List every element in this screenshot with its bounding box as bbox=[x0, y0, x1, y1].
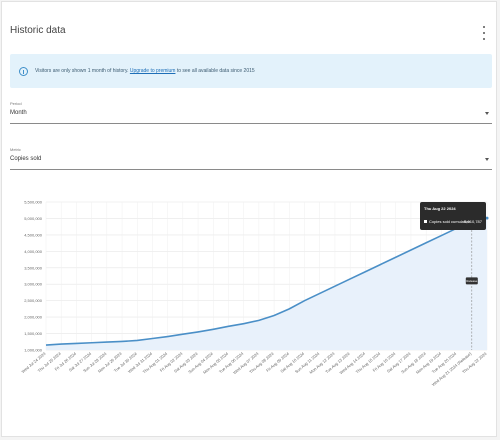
y-tick-label: 3,500,000 bbox=[24, 265, 43, 270]
release-marker-box bbox=[465, 277, 478, 285]
period-value: Month bbox=[10, 110, 27, 116]
chart-tooltip: Thu Aug 22 2024 Copies sold cumulative:5,… bbox=[420, 202, 486, 230]
y-tick-label: 1,500,000 bbox=[24, 331, 43, 336]
period-label: Period bbox=[10, 101, 22, 106]
notice-text-before: Visitors are only shown 1 month of histo… bbox=[35, 68, 129, 74]
metric-value: Copies sold bbox=[10, 156, 42, 162]
tooltip-swatch bbox=[424, 220, 427, 223]
info-icon bbox=[19, 66, 28, 76]
y-tick-label: 2,500,000 bbox=[24, 298, 43, 303]
metric-label: Metric bbox=[10, 147, 21, 152]
y-tick-label: 5,500,000 bbox=[24, 200, 43, 205]
release-marker-label: Release bbox=[466, 279, 477, 283]
more-options-icon[interactable] bbox=[481, 26, 487, 40]
tooltip-value: 5,010,787 bbox=[464, 219, 483, 224]
metric-dropdown-icon bbox=[485, 158, 489, 161]
x-tick-label: Wed Jul 24 2024 bbox=[20, 350, 47, 374]
premium-notice: Visitors are only shown 1 month of histo… bbox=[10, 54, 492, 88]
metric-underline bbox=[10, 169, 492, 170]
y-tick-label: 5,000,000 bbox=[24, 216, 43, 221]
tooltip-box bbox=[420, 202, 486, 230]
y-tick-label: 3,000,000 bbox=[24, 282, 43, 287]
tooltip-series-label: Copies sold cumulative: bbox=[429, 219, 471, 224]
card-title: Historic data bbox=[10, 25, 66, 36]
notice-text-after: to see all available data since 2015 bbox=[176, 68, 255, 74]
series-line bbox=[45, 217, 488, 346]
series-area bbox=[46, 218, 487, 350]
y-tick-label: 4,000,000 bbox=[24, 249, 43, 254]
period-underline bbox=[10, 123, 492, 124]
y-tick-label: 2,000,000 bbox=[24, 315, 43, 320]
series-points bbox=[45, 215, 490, 346]
upgrade-premium-link[interactable]: Upgrade to premium bbox=[129, 68, 176, 74]
y-axis-ticks: 1,000,000 1,500,000 2,000,000 2,500,000 3,00… bbox=[24, 200, 43, 353]
notice-text: Visitors are only shown 1 month of histo… bbox=[35, 68, 255, 74]
tooltip-date: Thu Aug 22 2024 bbox=[424, 206, 456, 211]
copies-sold-chart[interactable]: 1,000,000 1,500,000 2,000,000 2,500,000 3,00… bbox=[0, 190, 500, 440]
y-tick-label: 1,000,000 bbox=[24, 348, 43, 353]
period-dropdown-icon bbox=[485, 112, 489, 115]
y-tick-label: 4,500,000 bbox=[24, 232, 43, 237]
